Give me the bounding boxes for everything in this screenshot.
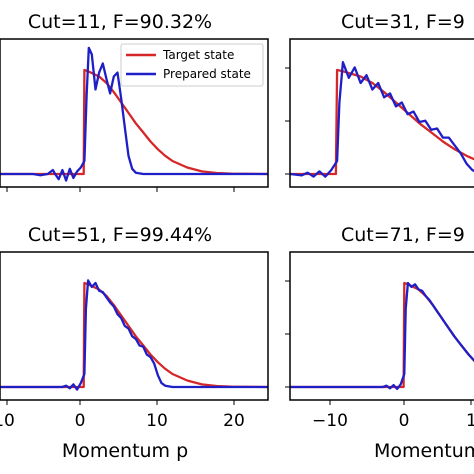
plot-frame — [0, 251, 269, 401]
x-axis-label: Momentum — [374, 440, 474, 462]
plot-frame — [289, 38, 474, 188]
y-axis-ticks — [285, 67, 290, 175]
panel-cut-31: Cut=31, F=9 — [285, 11, 474, 188]
panel-cut-51: Cut=51, F=99.44% 10 0 10 20 Momentum p — [0, 224, 269, 462]
panel-title: Cut=31, F=9 — [341, 11, 465, 33]
legend-entry-target: Target state — [162, 48, 234, 62]
prepared-state-line — [290, 281, 474, 391]
x-tick-labels: −10 0 1 — [312, 411, 474, 431]
x-tick-label: 10 — [0, 411, 15, 431]
x-axis-ticks — [329, 400, 472, 405]
x-tick-label: 1 — [466, 411, 474, 431]
series-layer — [290, 281, 474, 391]
legend: Target state Prepared state — [120, 43, 264, 87]
series-layer — [0, 46, 268, 182]
x-tick-labels: 10 0 10 20 — [0, 411, 245, 431]
panel-title: Cut=71, F=9 — [341, 224, 465, 246]
x-axis-label: Momentum p — [62, 440, 188, 462]
panel-title: Cut=51, F=99.44% — [28, 224, 212, 246]
x-tick-label: 0 — [399, 411, 410, 431]
x-axis-ticks — [6, 400, 235, 405]
prepared-state-line — [0, 46, 268, 182]
series-layer — [290, 61, 474, 178]
prepared-state-line — [0, 279, 268, 391]
y-axis-ticks — [285, 280, 290, 388]
prepared-state-line — [290, 61, 474, 178]
legend-entry-prepared: Prepared state — [163, 67, 251, 81]
plot-frame — [289, 251, 474, 401]
panel-cut-11: Cut=11, F=90.32% Target state Prepared s… — [0, 11, 269, 192]
panel-title: Cut=11, F=90.32% — [28, 11, 212, 33]
x-tick-label: −10 — [312, 411, 348, 431]
panel-cut-71: Cut=71, F=9 −10 0 1 Momentum — [285, 224, 474, 462]
x-tick-label: 20 — [223, 411, 245, 431]
x-axis-ticks — [6, 187, 235, 192]
plot-frame — [0, 38, 269, 188]
x-tick-label: 10 — [146, 411, 168, 431]
target-state-line — [0, 68, 268, 176]
x-tick-label: 0 — [75, 411, 86, 431]
series-layer — [0, 279, 268, 391]
